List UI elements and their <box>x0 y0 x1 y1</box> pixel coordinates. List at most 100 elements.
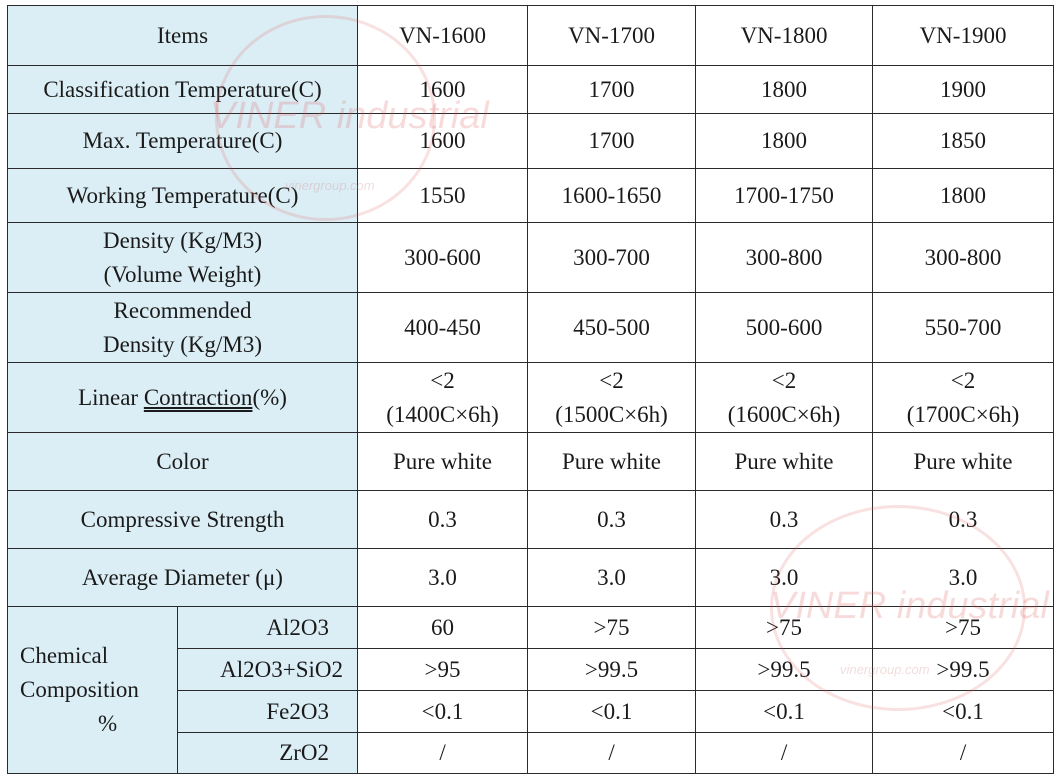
chem-label-line: Composition <box>20 677 139 702</box>
cell: 1700 <box>527 65 697 114</box>
row-label: Working Temperature(C) <box>6 168 359 223</box>
table-row: Linear Contraction(%) <2 (1400C×6h) <2 (15… <box>6 362 1055 433</box>
cell: 300-800 <box>695 222 874 293</box>
row-label: Classification Temperature(C) <box>6 65 359 114</box>
cell: 300-600 <box>357 222 529 293</box>
cell: 1900 <box>872 65 1055 114</box>
row-label: Max. Temperature(C) <box>6 113 359 169</box>
cell: 0.3 <box>357 490 529 549</box>
cell: 1700-1750 <box>695 168 874 223</box>
chem-sub-label: Fe2O3 <box>176 690 359 733</box>
row-label: Color <box>6 432 359 491</box>
cell-line: (1400C×6h) <box>386 401 499 427</box>
cell: / <box>695 732 874 774</box>
label-text-underlined: Contraction <box>143 384 253 410</box>
row-label-line: Density (Kg/M3) <box>102 331 263 357</box>
cell-line: (1600C×6h) <box>727 401 841 427</box>
row-label-line: (Volume Weight) <box>103 261 262 287</box>
cell: 1800 <box>695 65 874 114</box>
model-header: VN-1800 <box>695 5 874 66</box>
cell: 1600 <box>357 65 529 114</box>
row-label-line: Recommended <box>113 297 252 323</box>
cell: 300-800 <box>872 222 1055 293</box>
cell: 0.3 <box>872 490 1055 549</box>
table-row: Working Temperature(C) 1550 1600-1650 17… <box>6 168 1055 223</box>
cell: Pure white <box>357 432 529 491</box>
cell: 1600 <box>357 113 529 169</box>
cell: >99.5 <box>527 648 697 691</box>
cell: <0.1 <box>527 690 697 733</box>
row-label: Compressive Strength <box>6 490 359 549</box>
cell: >95 <box>357 648 529 691</box>
table-row: Density (Kg/M3) (Volume Weight) 300-600 … <box>6 222 1055 293</box>
cell-line: <2 <box>950 367 976 393</box>
cell: 1800 <box>872 168 1055 223</box>
cell: 3.0 <box>527 548 697 607</box>
cell: Pure white <box>527 432 697 491</box>
row-label: Average Diameter (μ) <box>6 548 359 607</box>
cell: <0.1 <box>872 690 1055 733</box>
cell: 1700 <box>527 113 697 169</box>
cell: 60 <box>357 606 529 649</box>
chem-label-line: Chemical <box>20 643 109 668</box>
cell: >99.5 <box>872 648 1055 691</box>
cell: 1600-1650 <box>527 168 697 223</box>
cell-line: (1500C×6h) <box>555 401 668 427</box>
chem-sub-label: Al2O3 <box>176 606 359 649</box>
cell: 1550 <box>357 168 529 223</box>
model-header: VN-1700 <box>527 5 697 66</box>
cell: 1850 <box>872 113 1055 169</box>
chem-row: Fe2O3 <0.1 <0.1 <0.1 <0.1 <box>8 690 1055 733</box>
cell-line: <2 <box>771 367 797 393</box>
cell: <0.1 <box>695 690 874 733</box>
chem-sub-label: Al2O3+SiO2 <box>176 648 359 691</box>
table-row: Compressive Strength 0.3 0.3 0.3 0.3 <box>6 490 1055 549</box>
cell: 3.0 <box>357 548 529 607</box>
cell: 0.3 <box>527 490 697 549</box>
row-label-line: Density (Kg/M3) <box>102 227 263 253</box>
cell: Pure white <box>872 432 1055 491</box>
cell: / <box>527 732 697 774</box>
cell: >75 <box>872 606 1055 649</box>
cell-line: <2 <box>430 367 455 393</box>
row-label: Linear Contraction(%) <box>6 362 359 433</box>
cell: >75 <box>527 606 697 649</box>
cell: 0.3 <box>695 490 874 549</box>
cell: >75 <box>695 606 874 649</box>
cell: 450-500 <box>527 292 697 363</box>
cell: 400-450 <box>357 292 529 363</box>
cell: 550-700 <box>872 292 1055 363</box>
model-header: VN-1600 <box>357 5 529 66</box>
cell: 3.0 <box>695 548 874 607</box>
cell: 500-600 <box>695 292 874 363</box>
table-row: Color Pure white Pure white Pure white P… <box>6 432 1055 491</box>
cell: 1800 <box>695 113 874 169</box>
cell: / <box>872 732 1055 774</box>
label-text: Linear <box>78 384 144 410</box>
table-row: Average Diameter (μ) 3.0 3.0 3.0 3.0 <box>6 548 1055 607</box>
chem-label-line: % <box>98 711 118 736</box>
cell: <2 (1500C×6h) <box>527 362 697 433</box>
chemical-composition-label: Chemical Composition % <box>7 606 178 774</box>
cell: 300-700 <box>527 222 697 293</box>
table-row: Max. Temperature(C) 1600 1700 1800 1850 <box>6 113 1055 169</box>
cell: <2 (1400C×6h) <box>357 362 529 433</box>
spec-table: Items VN-1600 VN-1700 VN-1800 VN-1900 Cl… <box>6 5 1055 774</box>
cell: >99.5 <box>695 648 874 691</box>
table-row: Classification Temperature(C) 1600 1700 … <box>6 65 1055 114</box>
row-label: Density (Kg/M3) (Volume Weight) <box>6 222 359 293</box>
cell-line: <2 <box>599 367 624 393</box>
cell: <0.1 <box>357 690 529 733</box>
row-label: Recommended Density (Kg/M3) <box>6 292 359 363</box>
cell: 3.0 <box>872 548 1055 607</box>
cell: <2 (1600C×6h) <box>695 362 874 433</box>
cell: / <box>357 732 529 774</box>
model-header: VN-1900 <box>872 5 1055 66</box>
chem-row: ZrO2 / / / / <box>8 732 1055 774</box>
items-header: Items <box>6 5 359 66</box>
table-row: Recommended Density (Kg/M3) 400-450 450-… <box>6 292 1055 363</box>
chem-row: Chemical Composition % Al2O3 60 >75 >75 … <box>7 606 1055 774</box>
cell: Pure white <box>695 432 874 491</box>
label-text: (%) <box>252 384 287 410</box>
chem-sub-label: ZrO2 <box>176 732 359 774</box>
